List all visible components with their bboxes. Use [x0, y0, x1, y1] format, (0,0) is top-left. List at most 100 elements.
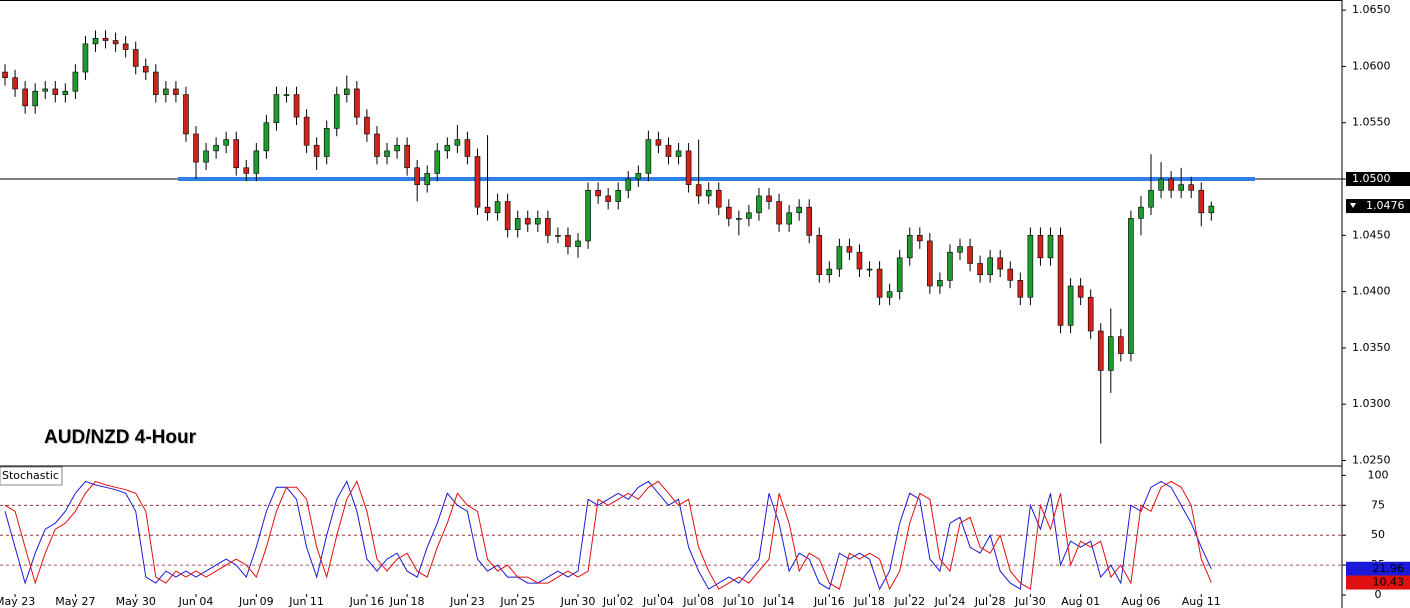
x-tick-label: Jul 28	[974, 595, 1006, 608]
candle-body	[1138, 206, 1144, 219]
candle-body	[344, 88, 350, 95]
candle-body	[414, 167, 420, 185]
candle-body	[766, 195, 772, 202]
candle-body	[545, 218, 551, 236]
candle-body	[1158, 178, 1164, 191]
candle-body	[997, 257, 1004, 270]
candle-body	[977, 263, 983, 276]
candle-body	[1017, 280, 1024, 298]
candle-body	[464, 139, 471, 157]
candle-body	[705, 189, 712, 197]
candle-body	[947, 251, 953, 281]
candle-body	[444, 144, 451, 152]
candle-body	[1168, 178, 1174, 191]
candle-body	[132, 49, 139, 67]
candle-body	[12, 77, 18, 90]
candle-body	[122, 43, 129, 50]
candle-body	[193, 133, 199, 163]
y-tick-label: 1.0250	[1352, 453, 1391, 466]
candle-body	[746, 212, 752, 219]
candle-body	[112, 40, 119, 45]
x-tick-label: Jul 18	[853, 595, 885, 608]
candle-body	[273, 94, 280, 124]
candle-body	[665, 144, 672, 157]
candle-body	[233, 139, 240, 169]
candle-body	[333, 94, 340, 129]
candle-body	[303, 116, 310, 146]
x-tick-label: May 23	[0, 595, 35, 608]
candle-body	[223, 139, 229, 146]
x-tick-label: Jul 30	[1014, 595, 1046, 608]
last-price-label: 1.0476	[1366, 199, 1405, 212]
candle-body	[937, 280, 943, 287]
y-tick-label: 1.0450	[1352, 228, 1391, 241]
candle-body	[253, 150, 260, 174]
x-tick-label: Jun 09	[238, 595, 274, 608]
end-label: 21.96	[1373, 562, 1405, 575]
x-tick-label: Aug 11	[1182, 595, 1221, 608]
candle-body	[565, 235, 571, 247]
last-price-box	[1346, 199, 1410, 214]
candle-body	[1057, 235, 1064, 326]
y-tick-label: 1.0300	[1352, 397, 1391, 410]
candle-body	[454, 139, 461, 146]
candle-body	[514, 218, 521, 230]
candle-body	[1107, 336, 1114, 371]
x-tick-label: Jun 30	[560, 595, 596, 608]
candle-body	[424, 173, 431, 185]
candle-body	[927, 240, 933, 287]
candle-body	[655, 139, 662, 146]
candle-body	[967, 246, 973, 264]
x-tick-label: Jul 04	[642, 595, 674, 608]
candle-body	[957, 246, 963, 253]
candle-body	[906, 235, 913, 259]
candle-body	[856, 251, 863, 270]
candle-body	[886, 291, 893, 298]
candle-body	[82, 43, 89, 73]
candle-body	[1178, 184, 1184, 191]
candle-body	[313, 144, 320, 157]
candle-body	[384, 150, 390, 157]
candle-body	[243, 167, 250, 174]
candle-body	[1037, 235, 1044, 259]
x-tick-label: May 30	[116, 595, 156, 608]
candle-body	[434, 150, 441, 174]
candle-body	[776, 201, 782, 225]
candle-body	[394, 144, 400, 152]
stochastic-line	[4, 480, 1212, 591]
end-label-box	[1346, 561, 1410, 576]
x-tick-label: Jul 08	[682, 595, 714, 608]
indicator-label-box	[0, 466, 63, 486]
candle-body	[685, 150, 692, 185]
candle-body	[524, 218, 531, 225]
x-tick-label: Jul 22	[893, 595, 925, 608]
candle-body	[52, 88, 59, 95]
candle-body	[535, 218, 541, 225]
x-tick-label: Jul 16	[813, 595, 845, 608]
last-price-marker	[1350, 203, 1356, 209]
candle-body	[1047, 235, 1054, 259]
candle-body	[283, 94, 290, 96]
candle-body	[786, 212, 792, 225]
candle-body	[173, 88, 179, 95]
candle-body	[595, 189, 601, 197]
candle-body	[866, 268, 873, 271]
candle-body	[756, 195, 762, 214]
stochastic-line	[4, 480, 1212, 591]
candle-body	[2, 71, 8, 78]
x-tick-label: Jun 04	[178, 595, 214, 608]
candle-body	[354, 88, 360, 118]
candle-body	[293, 94, 300, 118]
candle-body	[896, 257, 903, 292]
x-tick-label: Jun 16	[349, 595, 385, 608]
candle-body	[635, 173, 642, 180]
candle-body	[625, 178, 632, 191]
candle-body	[323, 128, 330, 157]
candle-body	[675, 150, 682, 157]
candle-body	[1007, 268, 1014, 281]
candle-body	[605, 195, 611, 202]
candle-body	[555, 235, 561, 237]
